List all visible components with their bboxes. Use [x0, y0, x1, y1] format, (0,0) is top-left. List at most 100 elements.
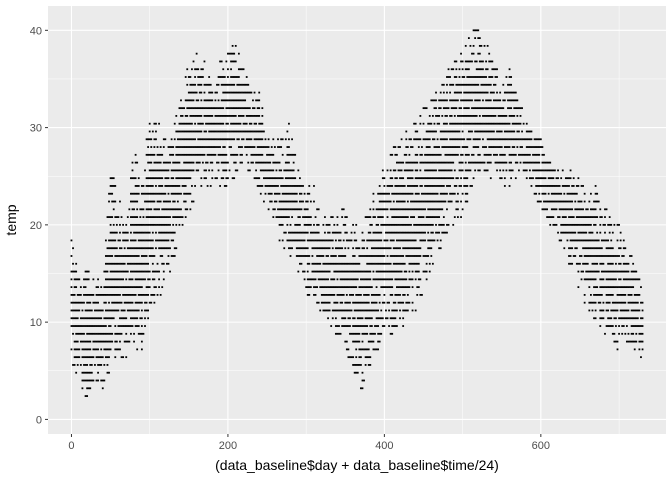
- data-point: [383, 239, 386, 242]
- data-point: [225, 130, 228, 133]
- data-point: [280, 200, 283, 203]
- data-point: [186, 208, 189, 211]
- data-point: [605, 239, 608, 242]
- data-point: [435, 91, 437, 94]
- data-point: [308, 286, 311, 289]
- data-point: [428, 153, 431, 156]
- data-point: [399, 270, 401, 273]
- data-point: [272, 185, 275, 187]
- data-point: [446, 146, 448, 148]
- data-point: [231, 52, 234, 55]
- data-point: [518, 138, 520, 141]
- data-point: [446, 138, 448, 141]
- data-point: [428, 270, 431, 273]
- data-point: [231, 177, 234, 180]
- data-point: [97, 286, 99, 289]
- data-point: [629, 340, 631, 343]
- data-point: [460, 177, 462, 180]
- data-point: [273, 208, 276, 211]
- data-point: [471, 153, 473, 156]
- data-point: [417, 177, 420, 180]
- data-point: [485, 91, 487, 94]
- data-point: [608, 325, 611, 327]
- data-point: [430, 216, 433, 218]
- data-point: [585, 270, 588, 273]
- data-point: [350, 262, 353, 265]
- data-point: [363, 239, 365, 242]
- data-point: [98, 317, 101, 320]
- data-point: [347, 309, 350, 312]
- data-point: [334, 286, 337, 289]
- data-point: [306, 278, 309, 281]
- data-point: [378, 255, 381, 257]
- data-point: [452, 223, 455, 226]
- data-point: [566, 231, 569, 234]
- data-point: [424, 270, 426, 273]
- data-point: [142, 247, 145, 250]
- data-point: [588, 239, 591, 242]
- data-point: [325, 262, 328, 265]
- data-point: [223, 83, 226, 86]
- data-point: [400, 177, 403, 180]
- data-point: [369, 270, 372, 273]
- data-point: [114, 255, 117, 257]
- data-point: [197, 115, 200, 117]
- data-point: [378, 192, 381, 195]
- data-point: [408, 286, 411, 289]
- data-point: [391, 286, 394, 289]
- data-point: [191, 68, 193, 71]
- data-point: [558, 192, 561, 195]
- data-point: [181, 122, 184, 125]
- data-point: [305, 208, 308, 211]
- data-point: [444, 138, 447, 141]
- data-point: [474, 122, 477, 125]
- data-point: [419, 169, 422, 172]
- data-point: [369, 278, 372, 281]
- data-point: [527, 153, 530, 156]
- data-point: [611, 247, 614, 250]
- data-point: [206, 107, 209, 110]
- data-point: [140, 223, 143, 226]
- data-point: [322, 294, 325, 296]
- data-point: [330, 216, 333, 218]
- data-point: [513, 138, 516, 141]
- data-point: [457, 130, 459, 133]
- data-point: [464, 122, 467, 125]
- data-point: [427, 169, 430, 172]
- data-point: [76, 348, 79, 351]
- data-point: [205, 99, 207, 102]
- data-point: [591, 278, 594, 281]
- data-point: [624, 332, 627, 335]
- data-point: [635, 332, 638, 335]
- data-point: [164, 192, 167, 195]
- data-point: [231, 130, 234, 133]
- data-point: [602, 223, 605, 226]
- data-point: [148, 286, 151, 289]
- data-point: [189, 169, 192, 172]
- data-point: [130, 262, 132, 265]
- data-point: [145, 208, 148, 211]
- data-point: [568, 223, 570, 226]
- data-point: [162, 239, 165, 242]
- data-point: [306, 294, 309, 296]
- data-point: [158, 278, 160, 281]
- data-point: [588, 255, 591, 257]
- data-point: [295, 192, 298, 195]
- data-point: [444, 99, 447, 102]
- data-point: [380, 239, 383, 242]
- data-point: [228, 115, 231, 117]
- data-point: [427, 208, 430, 211]
- data-point: [444, 146, 447, 148]
- data-point: [256, 177, 259, 180]
- data-point: [311, 255, 314, 257]
- data-point: [508, 91, 511, 94]
- data-point: [455, 83, 458, 86]
- data-point: [115, 278, 118, 281]
- data-point: [516, 99, 519, 102]
- data-point: [189, 99, 192, 102]
- data-point: [400, 208, 403, 211]
- data-point: [166, 247, 168, 250]
- data-point: [162, 231, 165, 234]
- data-point: [106, 371, 109, 374]
- data-point: [355, 262, 358, 265]
